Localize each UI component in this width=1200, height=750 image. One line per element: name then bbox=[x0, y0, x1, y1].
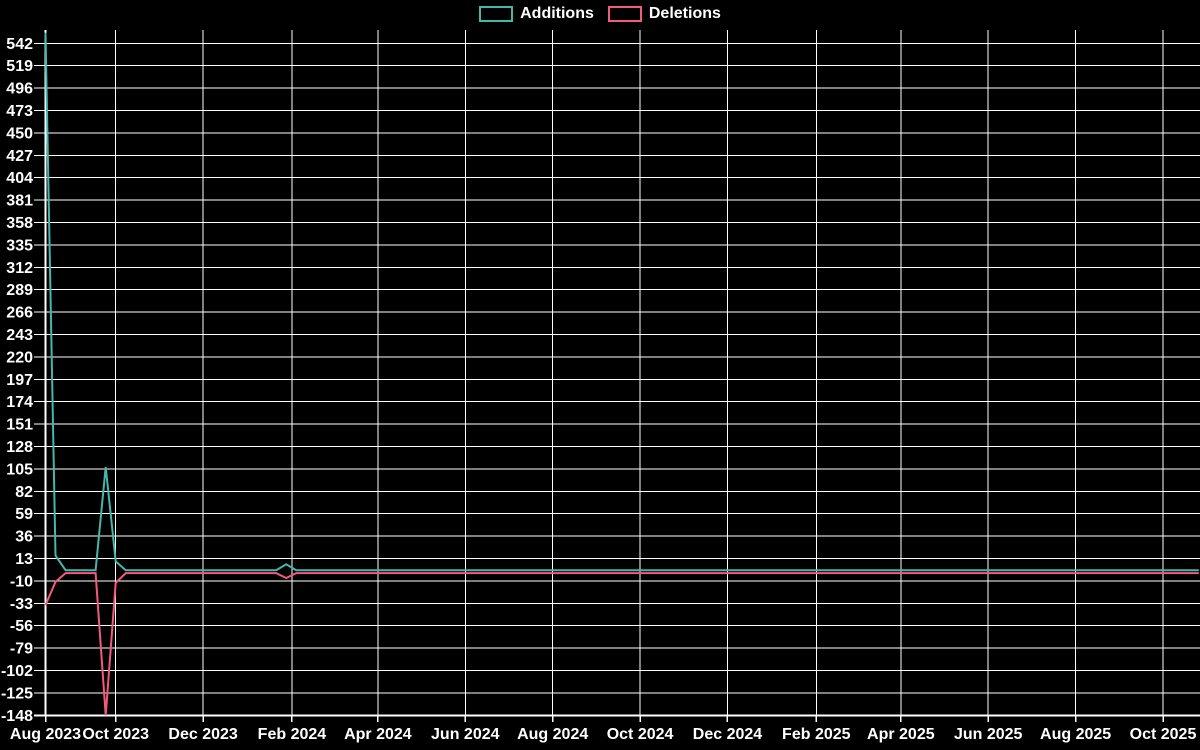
x-tick-label: Aug 2024 bbox=[517, 726, 588, 743]
x-tick-label: Oct 2024 bbox=[607, 726, 674, 743]
y-tick-label: -102 bbox=[1, 663, 33, 680]
x-axis-labels: Aug 2023 Oct 2023 Dec 2023 Feb 2024 Apr 2024… bbox=[10, 726, 1197, 743]
y-axis-labels: 542 519 496 473 450 427 404 381 358 335 312 289 266 2… bbox=[1, 36, 33, 725]
y-tick-label: 105 bbox=[6, 461, 33, 478]
legend-label-deletions: Deletions bbox=[648, 5, 721, 22]
y-tick-label: -33 bbox=[10, 596, 33, 613]
deletions-line bbox=[44, 572, 1199, 716]
y-tick-label: 496 bbox=[6, 81, 33, 98]
y-tick-label: 381 bbox=[6, 193, 33, 210]
y-tick-label: 450 bbox=[6, 125, 33, 142]
y-tick-label: 128 bbox=[6, 439, 33, 456]
x-tick-label: Jun 2024 bbox=[431, 726, 500, 743]
x-tick-label: Feb 2024 bbox=[258, 726, 327, 743]
legend-item-additions[interactable]: Additions bbox=[479, 5, 594, 23]
x-tick-label: Oct 2025 bbox=[1130, 726, 1197, 743]
additions-line bbox=[44, 32, 1199, 572]
y-tick-label: 151 bbox=[6, 417, 33, 434]
y-tick-label: -10 bbox=[10, 573, 33, 590]
x-tick-label: Apr 2024 bbox=[344, 726, 412, 743]
x-tick-label: Aug 2023 bbox=[10, 726, 81, 743]
x-tick-label: Feb 2025 bbox=[782, 726, 851, 743]
x-tick-label: Apr 2025 bbox=[867, 726, 935, 743]
additions-swatch-icon bbox=[479, 6, 514, 22]
y-tick-label: 36 bbox=[15, 529, 33, 546]
y-tick-label: 82 bbox=[15, 484, 33, 501]
x-tick-label: Jun 2025 bbox=[954, 726, 1023, 743]
y-tick-label: 427 bbox=[6, 148, 33, 165]
x-tick-label: Dec 2023 bbox=[168, 726, 237, 743]
y-tick-label: 174 bbox=[6, 394, 33, 411]
y-tick-label: 13 bbox=[15, 551, 33, 568]
y-tick-label: 243 bbox=[6, 327, 33, 344]
x-tick-label: Dec 2024 bbox=[693, 726, 762, 743]
y-tick-label: 358 bbox=[6, 215, 33, 232]
legend-label-additions: Additions bbox=[520, 5, 594, 22]
chart-legend: Additions Deletions bbox=[0, 5, 1200, 23]
y-tick-label: -125 bbox=[1, 685, 33, 702]
x-tick-label: Aug 2025 bbox=[1040, 726, 1111, 743]
deletions-swatch-icon bbox=[607, 6, 642, 22]
y-tick-label: 197 bbox=[6, 372, 33, 389]
grid-lines bbox=[34, 30, 1200, 722]
y-tick-label: -56 bbox=[10, 618, 33, 635]
y-tick-label: 542 bbox=[6, 36, 33, 53]
y-tick-label: -79 bbox=[10, 641, 33, 658]
y-tick-label: 266 bbox=[6, 305, 33, 322]
y-tick-label: 59 bbox=[15, 506, 33, 523]
y-tick-label: 404 bbox=[6, 170, 33, 187]
y-tick-label: 220 bbox=[6, 349, 33, 366]
y-tick-label: -148 bbox=[1, 708, 33, 725]
y-tick-label: 289 bbox=[6, 282, 33, 299]
y-tick-label: 519 bbox=[6, 58, 33, 75]
x-tick-label: Oct 2023 bbox=[82, 726, 149, 743]
y-tick-label: 473 bbox=[6, 103, 33, 120]
y-tick-label: 335 bbox=[6, 237, 33, 254]
y-tick-label: 312 bbox=[6, 260, 33, 277]
legend-item-deletions[interactable]: Deletions bbox=[607, 5, 721, 23]
